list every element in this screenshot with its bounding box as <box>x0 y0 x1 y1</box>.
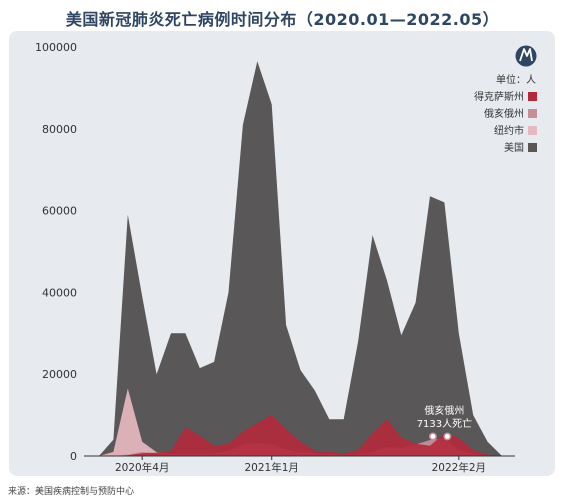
legend-swatch-texas <box>528 92 537 101</box>
x-tick-label: 2021年1月 <box>245 461 299 474</box>
y-tick-label-100000: 100000 <box>35 41 77 54</box>
legend-swatch-usa <box>528 143 537 152</box>
area-series-texas <box>99 415 502 456</box>
y-tick-label-60000: 60000 <box>42 205 77 218</box>
y-tick-label-0: 0 <box>70 450 77 463</box>
annotation-marker <box>443 432 452 441</box>
legend-label-usa: 美国 <box>504 141 524 154</box>
chart-title: 美国新冠肺炎死亡病例时间分布（2020.01—2022.05） <box>65 10 500 29</box>
area-series-new_york_city <box>99 388 502 456</box>
legend-label-texas: 得克萨斯州 <box>474 90 524 103</box>
annotation-marker <box>428 432 437 441</box>
y-tick-label-80000: 80000 <box>42 123 77 136</box>
area-series-usa <box>99 61 502 457</box>
source-note: 来源：美国疾病控制与预防中心 <box>8 487 135 497</box>
y-tick-label-20000: 20000 <box>42 368 77 381</box>
legend-label-new_york_city: 纽约市 <box>494 124 524 137</box>
legend-swatch-new_york_city <box>528 126 537 135</box>
annotation-label: 俄亥俄州 <box>424 404 464 417</box>
legend-swatch-ohio <box>528 109 537 118</box>
annotation-label: 7133人死亡 <box>417 417 472 430</box>
circle-logo-icon <box>515 45 537 67</box>
legend-label-ohio: 俄亥俄州 <box>484 107 524 120</box>
y-tick-label-40000: 40000 <box>42 286 77 299</box>
x-tick-label: 2022年2月 <box>432 461 486 474</box>
x-tick-label: 2020年4月 <box>115 461 169 474</box>
legend-unit: 单位：人 <box>496 73 536 86</box>
